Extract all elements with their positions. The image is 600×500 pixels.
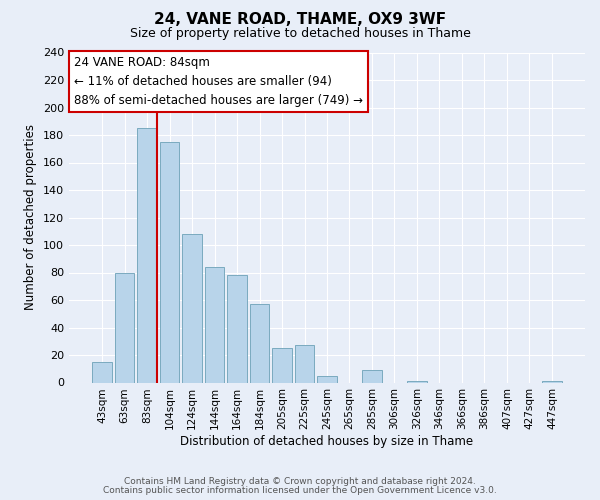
- Bar: [160, 142, 179, 382]
- X-axis label: Distribution of detached houses by size in Thame: Distribution of detached houses by size …: [181, 435, 473, 448]
- Text: Contains HM Land Registry data © Crown copyright and database right 2024.: Contains HM Land Registry data © Crown c…: [124, 477, 476, 486]
- Bar: [227, 275, 247, 382]
- Text: 24 VANE ROAD: 84sqm
← 11% of detached houses are smaller (94)
88% of semi-detach: 24 VANE ROAD: 84sqm ← 11% of detached ho…: [74, 56, 363, 107]
- Bar: [542, 381, 562, 382]
- Bar: [205, 267, 224, 382]
- Bar: [362, 370, 382, 382]
- Bar: [182, 234, 202, 382]
- Bar: [250, 304, 269, 382]
- Bar: [137, 128, 157, 382]
- Bar: [272, 348, 292, 382]
- Text: Size of property relative to detached houses in Thame: Size of property relative to detached ho…: [130, 28, 470, 40]
- Text: 24, VANE ROAD, THAME, OX9 3WF: 24, VANE ROAD, THAME, OX9 3WF: [154, 12, 446, 28]
- Bar: [115, 272, 134, 382]
- Bar: [407, 381, 427, 382]
- Bar: [92, 362, 112, 382]
- Y-axis label: Number of detached properties: Number of detached properties: [25, 124, 37, 310]
- Text: Contains public sector information licensed under the Open Government Licence v3: Contains public sector information licen…: [103, 486, 497, 495]
- Bar: [317, 376, 337, 382]
- Bar: [295, 346, 314, 383]
